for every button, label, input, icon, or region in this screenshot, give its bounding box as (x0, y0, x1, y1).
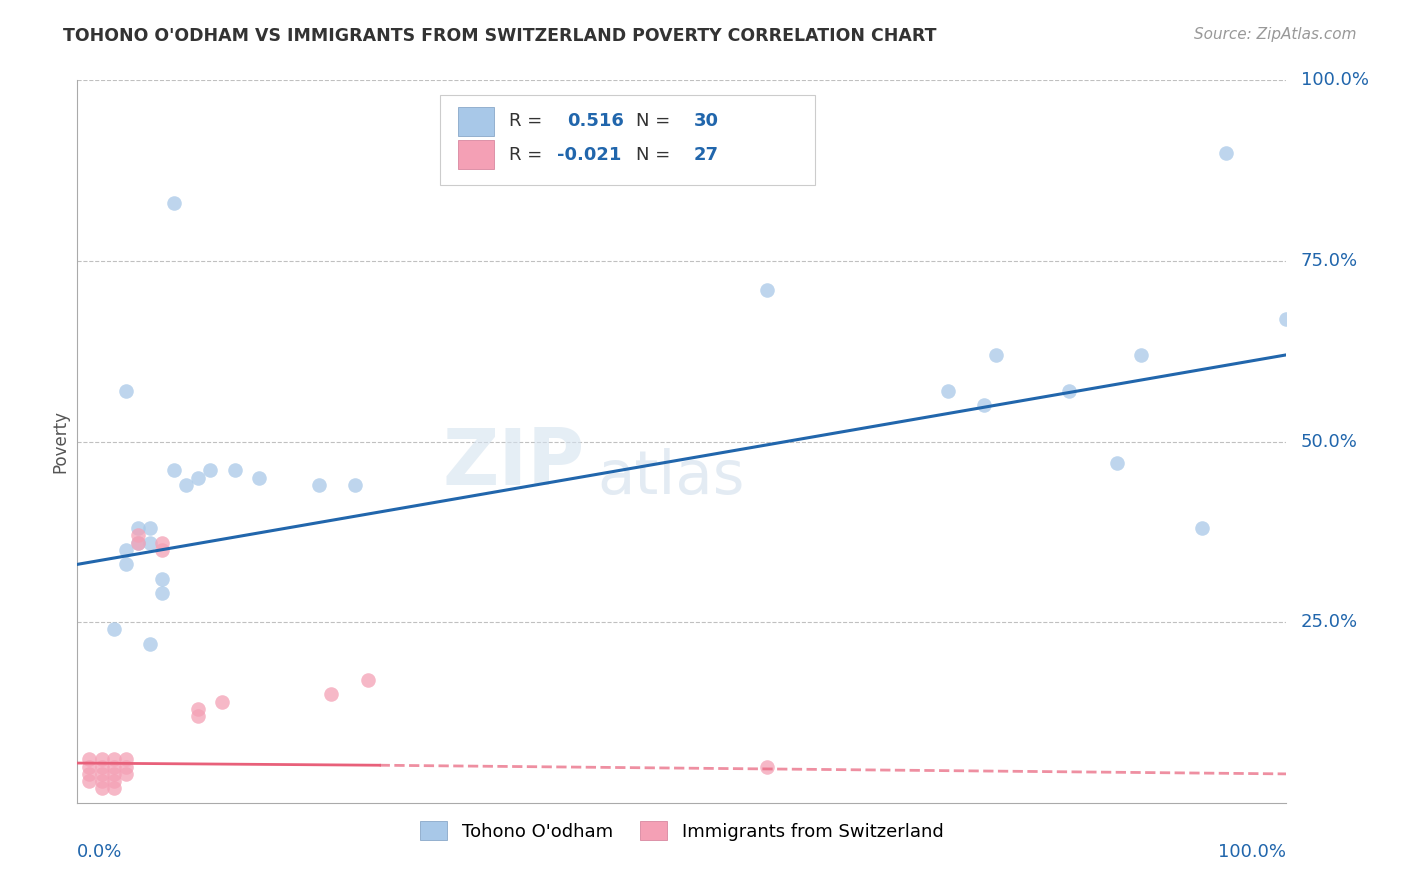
Text: N =: N = (636, 145, 676, 164)
Point (174, 478, 197, 492)
Point (1275, 311, 1298, 326)
Point (90, 774, 112, 789)
Point (114, 760, 136, 774)
Point (187, 702, 209, 716)
Point (187, 470, 209, 484)
Point (150, 572, 173, 586)
FancyBboxPatch shape (458, 107, 495, 136)
Point (127, 535, 149, 549)
Point (114, 767, 136, 781)
Point (114, 558, 136, 572)
Point (321, 687, 343, 701)
Point (90, 781, 112, 796)
Point (211, 695, 233, 709)
Point (150, 586, 173, 600)
Point (103, 767, 125, 781)
Point (150, 535, 173, 549)
Text: ZIP: ZIP (443, 425, 585, 501)
Point (163, 463, 186, 477)
Text: atlas: atlas (598, 448, 745, 508)
Point (150, 542, 173, 557)
Point (139, 521, 162, 535)
Text: 0.0%: 0.0% (77, 843, 122, 861)
Text: 75.0%: 75.0% (1301, 252, 1358, 270)
Point (103, 623, 125, 637)
Point (755, 283, 778, 297)
Point (103, 781, 125, 796)
Text: R =: R = (509, 112, 548, 130)
Text: 30: 30 (695, 112, 718, 130)
Point (90, 767, 112, 781)
Point (1130, 348, 1153, 362)
Point (1107, 456, 1129, 470)
Y-axis label: Poverty: Poverty (51, 410, 69, 473)
Point (127, 528, 149, 542)
Point (936, 384, 959, 398)
Point (187, 709, 209, 723)
Point (103, 774, 125, 789)
Point (1191, 521, 1213, 535)
Legend: Tohono O'odham, Immigrants from Switzerland: Tohono O'odham, Immigrants from Switzerl… (413, 814, 950, 848)
Point (90, 760, 112, 774)
Text: 100.0%: 100.0% (1301, 71, 1369, 89)
Text: 100.0%: 100.0% (1219, 843, 1286, 861)
Point (308, 478, 330, 492)
Point (114, 384, 136, 398)
Point (344, 478, 367, 492)
Point (973, 398, 995, 412)
Point (90, 752, 112, 766)
Point (356, 673, 378, 687)
Point (200, 463, 222, 477)
Point (163, 196, 186, 211)
Text: N =: N = (636, 112, 676, 130)
Text: Source: ZipAtlas.com: Source: ZipAtlas.com (1194, 27, 1357, 42)
Point (79, 752, 101, 766)
FancyBboxPatch shape (458, 140, 495, 169)
Point (247, 470, 270, 484)
Text: 25.0%: 25.0% (1301, 613, 1358, 632)
Point (127, 521, 149, 535)
Point (114, 752, 136, 766)
Text: 50.0%: 50.0% (1301, 433, 1358, 450)
Text: 27: 27 (695, 145, 718, 164)
FancyBboxPatch shape (440, 95, 815, 185)
Text: 0.516: 0.516 (567, 112, 624, 130)
Point (139, 637, 162, 651)
Point (1215, 145, 1237, 160)
Point (986, 348, 1008, 362)
Point (1057, 384, 1080, 398)
Point (114, 542, 136, 557)
Point (79, 760, 101, 774)
Text: -0.021: -0.021 (557, 145, 621, 164)
Point (103, 752, 125, 766)
Point (79, 774, 101, 789)
Point (127, 535, 149, 549)
Point (224, 463, 246, 477)
Point (103, 760, 125, 774)
Text: R =: R = (509, 145, 548, 164)
Point (139, 535, 162, 549)
Point (755, 760, 778, 774)
Point (79, 767, 101, 781)
Text: TOHONO O'ODHAM VS IMMIGRANTS FROM SWITZERLAND POVERTY CORRELATION CHART: TOHONO O'ODHAM VS IMMIGRANTS FROM SWITZE… (63, 27, 936, 45)
